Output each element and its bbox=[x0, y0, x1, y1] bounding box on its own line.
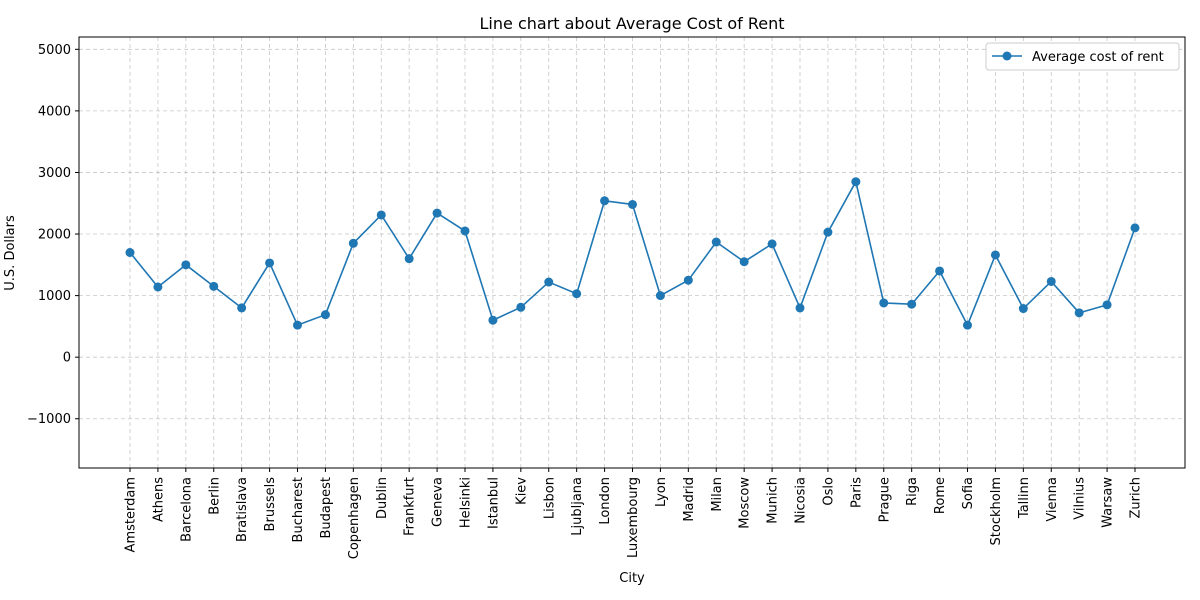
data-point bbox=[404, 254, 414, 264]
x-tick-label: Bratislava bbox=[235, 477, 250, 542]
x-tick-label: Barcelona bbox=[179, 477, 194, 542]
x-tick-label: Dublin bbox=[375, 477, 390, 519]
x-tick-label: Ljubljana bbox=[570, 477, 585, 536]
x-tick-label: Moscow bbox=[738, 477, 753, 529]
x-axis: Amsterdam Athens Barcelona Berlin Bratislava… bbox=[124, 468, 1144, 559]
x-tick-label: Prague bbox=[877, 477, 892, 522]
x-tick-label: Athens bbox=[151, 477, 166, 522]
x-tick-label: Rome bbox=[933, 477, 948, 514]
data-point bbox=[376, 210, 386, 220]
x-tick-label: Zurich bbox=[1129, 477, 1144, 519]
data-point bbox=[823, 227, 833, 237]
data-point bbox=[851, 177, 861, 187]
plot-frame bbox=[78, 36, 1186, 469]
x-tick-label: Istanbul bbox=[486, 477, 501, 529]
x-tick-label: Brussels bbox=[263, 477, 278, 532]
x-tick-label: Vilnius bbox=[1073, 477, 1088, 520]
x-tick-label: Vienna bbox=[1045, 477, 1060, 522]
x-tick-label: Helsinki bbox=[459, 477, 474, 528]
data-point bbox=[237, 303, 247, 313]
x-tick-label: Luxembourg bbox=[626, 477, 641, 558]
data-point bbox=[935, 266, 945, 276]
legend-label: Average cost of rent bbox=[1032, 50, 1164, 65]
data-point bbox=[767, 239, 777, 249]
x-axis-label: City bbox=[619, 571, 645, 586]
x-tick-label: Sofia bbox=[961, 477, 976, 509]
x-tick-label: London bbox=[598, 477, 613, 525]
data-point bbox=[320, 310, 330, 320]
data-point bbox=[963, 320, 972, 330]
data-point bbox=[209, 281, 219, 291]
chart-title: Line chart about Average Cost of Rent bbox=[480, 14, 785, 33]
grid bbox=[79, 37, 1185, 468]
x-tick-label: Tallinn bbox=[1017, 477, 1032, 519]
x-tick-label: Kiev bbox=[514, 477, 529, 505]
x-tick-label: Frankfurt bbox=[403, 477, 418, 536]
y-tick-label: 3000 bbox=[38, 166, 71, 181]
data-point bbox=[432, 208, 442, 218]
data-point bbox=[628, 199, 637, 209]
x-tick-label: Riga bbox=[905, 477, 920, 506]
x-tick-label: Stockholm bbox=[989, 477, 1004, 545]
data-point bbox=[655, 291, 665, 301]
data-point bbox=[125, 248, 135, 257]
data-point bbox=[1074, 308, 1084, 318]
data-point bbox=[600, 196, 610, 206]
data-point bbox=[907, 299, 917, 309]
data-point bbox=[739, 257, 749, 267]
y-tick-label: 4000 bbox=[38, 104, 71, 119]
y-tick-label: −1000 bbox=[27, 412, 71, 427]
data-point bbox=[293, 320, 302, 330]
x-tick-label: Madrid bbox=[682, 477, 697, 522]
data-point bbox=[488, 315, 498, 325]
y-tick-label: 0 bbox=[63, 351, 71, 366]
data-point bbox=[1046, 276, 1056, 286]
y-tick-label: 1000 bbox=[38, 289, 71, 304]
x-tick-label: Copenhagen bbox=[347, 477, 362, 559]
y-tick-label: 2000 bbox=[38, 228, 71, 243]
data-point bbox=[1018, 304, 1028, 314]
x-tick-label: Bucharest bbox=[291, 477, 306, 542]
legend: Average cost of rent bbox=[985, 42, 1180, 71]
data-point bbox=[516, 302, 526, 312]
y-axis: −1000 0 1000 2000 3000 4000 5000 bbox=[27, 43, 79, 427]
x-tick-label: Milan bbox=[710, 477, 725, 512]
x-tick-label: Lisbon bbox=[542, 477, 557, 519]
x-tick-label: Paris bbox=[849, 477, 864, 508]
x-tick-label: Geneva bbox=[431, 477, 446, 527]
x-tick-label: Oslo bbox=[821, 477, 836, 506]
data-point bbox=[683, 275, 693, 285]
y-tick-label: 5000 bbox=[38, 43, 71, 58]
x-tick-label: Lyon bbox=[654, 477, 669, 507]
data-point bbox=[572, 289, 582, 299]
data-point bbox=[990, 250, 1000, 260]
data-point bbox=[879, 298, 889, 308]
data-point bbox=[181, 260, 191, 270]
y-axis-label: U.S. Dollars bbox=[3, 215, 18, 291]
x-tick-label: Amsterdam bbox=[124, 477, 139, 552]
data-point bbox=[1102, 300, 1112, 310]
data-point bbox=[460, 226, 470, 236]
legend-marker-swatch bbox=[1002, 51, 1012, 61]
data-point bbox=[348, 238, 358, 248]
data-point bbox=[544, 277, 554, 287]
x-tick-label: Munich bbox=[766, 477, 781, 524]
series-layer bbox=[125, 177, 1140, 330]
x-tick-label: Budapest bbox=[319, 477, 334, 539]
x-tick-label: Warsaw bbox=[1101, 477, 1116, 528]
data-point bbox=[795, 303, 805, 313]
x-tick-label: Berlin bbox=[207, 477, 222, 515]
data-point bbox=[153, 282, 163, 292]
legend-box bbox=[985, 42, 1180, 71]
data-point bbox=[711, 237, 721, 247]
x-tick-label: Nicosia bbox=[794, 477, 809, 524]
data-point bbox=[1130, 223, 1140, 233]
data-point bbox=[265, 258, 275, 268]
